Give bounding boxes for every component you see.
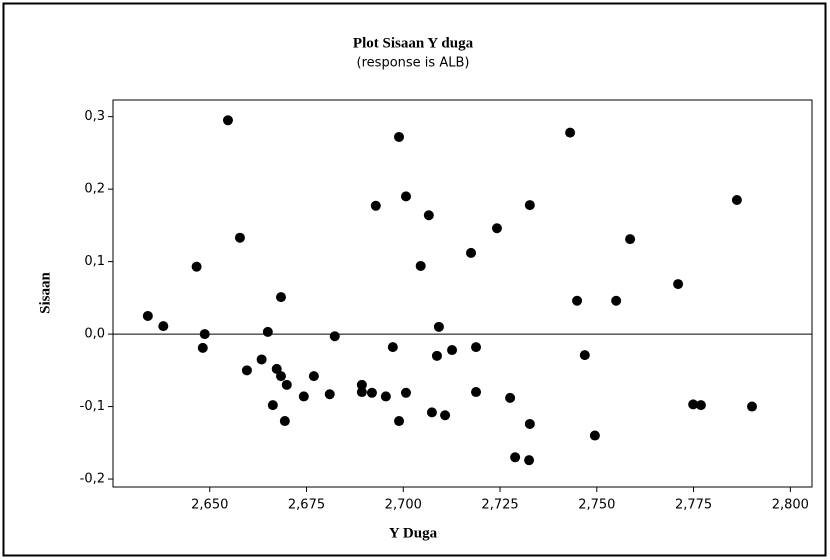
x-tick-label: 2,700 bbox=[385, 498, 422, 513]
point bbox=[491, 223, 502, 234]
point bbox=[471, 387, 482, 398]
point bbox=[241, 365, 252, 376]
point bbox=[256, 354, 267, 365]
y-tick-label: 0,0 bbox=[84, 327, 105, 342]
point bbox=[579, 350, 590, 361]
x-tick-label: 2,725 bbox=[481, 498, 518, 513]
point bbox=[281, 379, 292, 390]
point bbox=[387, 342, 398, 353]
point bbox=[275, 292, 286, 303]
point bbox=[731, 195, 742, 206]
point bbox=[471, 342, 482, 353]
point bbox=[572, 295, 583, 306]
point bbox=[673, 279, 684, 290]
y-tick-label: 0,1 bbox=[84, 254, 105, 269]
point bbox=[394, 416, 405, 427]
point bbox=[400, 191, 411, 202]
point bbox=[747, 401, 758, 412]
x-tick-label: 2,800 bbox=[772, 498, 809, 513]
point bbox=[625, 234, 636, 245]
point bbox=[423, 210, 434, 221]
point bbox=[366, 387, 377, 398]
x-tick-label: 2,675 bbox=[288, 498, 325, 513]
point bbox=[142, 310, 153, 321]
point bbox=[158, 321, 169, 332]
chart-subtitle: (response is ALB) bbox=[357, 56, 470, 71]
y-axis-label: Sisaan bbox=[37, 272, 53, 314]
point bbox=[370, 200, 381, 211]
x-tick-label: 2,775 bbox=[675, 498, 712, 513]
point bbox=[199, 329, 210, 340]
point bbox=[415, 260, 426, 271]
point bbox=[275, 371, 286, 382]
point bbox=[191, 261, 202, 272]
point bbox=[356, 379, 367, 390]
point bbox=[329, 331, 340, 342]
point bbox=[394, 131, 405, 142]
point bbox=[447, 345, 458, 356]
point bbox=[524, 418, 535, 429]
point bbox=[298, 391, 309, 402]
point bbox=[589, 430, 600, 441]
plot-area bbox=[112, 99, 813, 488]
point bbox=[524, 200, 535, 211]
point bbox=[308, 371, 319, 382]
point bbox=[466, 247, 477, 258]
x-tick-label: 2,750 bbox=[578, 498, 615, 513]
point bbox=[271, 363, 282, 374]
y-tick-label: -0,2 bbox=[80, 472, 105, 487]
point bbox=[505, 392, 516, 403]
point bbox=[380, 391, 391, 402]
point bbox=[433, 321, 444, 332]
point bbox=[356, 387, 367, 398]
point bbox=[510, 452, 521, 463]
point bbox=[197, 342, 208, 353]
point bbox=[400, 387, 411, 398]
point bbox=[279, 416, 290, 427]
point bbox=[426, 407, 437, 418]
point bbox=[688, 399, 699, 410]
point bbox=[611, 295, 622, 306]
y-tick-label: 0,3 bbox=[84, 109, 105, 124]
point bbox=[262, 326, 273, 337]
point bbox=[324, 389, 335, 400]
point bbox=[440, 410, 451, 421]
y-tick-label: 0,2 bbox=[84, 182, 105, 197]
point bbox=[565, 127, 576, 138]
x-axis-label: Y Duga bbox=[389, 525, 438, 541]
point bbox=[524, 455, 535, 466]
x-tick-label: 2,650 bbox=[191, 498, 228, 513]
point bbox=[222, 115, 233, 126]
y-tick-label: -0,1 bbox=[80, 399, 105, 414]
point bbox=[267, 400, 278, 411]
point bbox=[431, 350, 442, 361]
chart-title: Plot Sisaan Y duga bbox=[353, 35, 474, 51]
point bbox=[695, 400, 706, 411]
point bbox=[234, 232, 245, 243]
